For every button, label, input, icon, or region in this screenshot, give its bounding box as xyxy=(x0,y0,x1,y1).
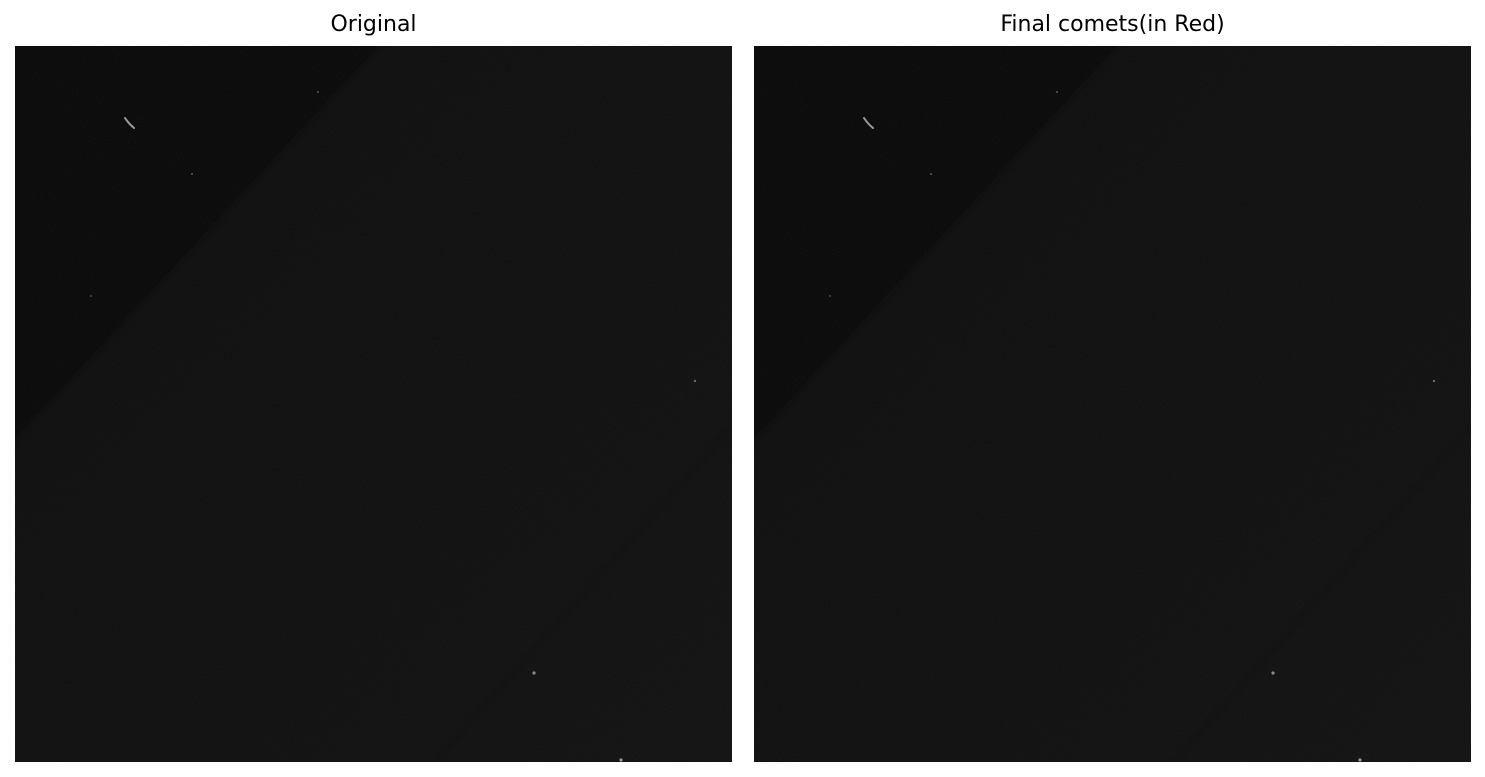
bright-spot xyxy=(1056,91,1058,93)
bright-spot xyxy=(619,758,623,762)
original-title: Original xyxy=(330,12,417,37)
microscopy-image-svg xyxy=(754,46,1471,762)
bright-spot xyxy=(191,173,193,175)
bright-spot xyxy=(1358,758,1362,762)
bright-spot xyxy=(930,173,932,175)
image-noise xyxy=(15,46,732,762)
bright-spot xyxy=(1432,379,1436,383)
bright-spot xyxy=(829,295,831,297)
microscopy-image-svg xyxy=(15,46,732,762)
image-noise xyxy=(754,46,1471,762)
original-image xyxy=(15,46,732,762)
final-comets-image xyxy=(754,46,1471,762)
diagonal-edge xyxy=(15,46,389,450)
faint-diagonal xyxy=(1171,423,1471,762)
bright-spot xyxy=(90,295,92,297)
diagonal-edge xyxy=(754,46,1128,450)
bright-streak xyxy=(863,117,874,129)
bright-spot xyxy=(693,379,697,383)
faint-diagonal xyxy=(432,423,732,762)
bright-spot xyxy=(317,91,319,93)
bright-spot xyxy=(1271,671,1275,675)
bright-streak xyxy=(124,117,135,129)
bright-spot xyxy=(532,671,536,675)
final-comets-title: Final comets(in Red) xyxy=(1000,12,1225,37)
